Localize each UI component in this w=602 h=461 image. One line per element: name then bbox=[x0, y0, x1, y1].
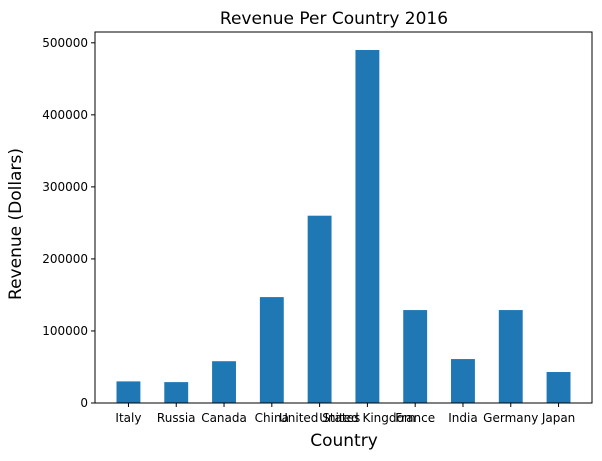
bar-russia bbox=[164, 382, 189, 403]
bar-germany bbox=[498, 310, 523, 403]
bar-canada bbox=[212, 361, 236, 403]
x-tick-label: Canada bbox=[201, 411, 247, 425]
bar-france bbox=[403, 310, 428, 403]
bar-united-kingdom bbox=[355, 50, 380, 403]
plot-area-frame bbox=[94, 31, 593, 404]
x-tick-label: Russia bbox=[157, 411, 196, 425]
x-tick-label: India bbox=[448, 411, 477, 425]
y-tick-label: 100000 bbox=[42, 324, 88, 338]
bars-group bbox=[116, 50, 571, 403]
y-tick-label: 0 bbox=[80, 396, 88, 410]
bar-japan bbox=[546, 372, 571, 403]
bar-china bbox=[259, 297, 284, 403]
x-tick-label: United Kingdom bbox=[319, 411, 415, 425]
y-tick-label: 300000 bbox=[42, 180, 88, 194]
bar-india bbox=[451, 359, 475, 403]
y-tick-label: 400000 bbox=[42, 108, 88, 122]
chart-title: Revenue Per Country 2016 bbox=[220, 9, 448, 29]
x-tick-label: Italy bbox=[115, 411, 141, 425]
x-tick-label: France bbox=[395, 411, 435, 425]
y-tick-label: 200000 bbox=[42, 252, 88, 266]
x-tick-label: Japan bbox=[541, 411, 575, 425]
y-axis-title: Revenue (Dollars) bbox=[6, 148, 26, 300]
y-axis: 0 100000 200000 300000 400000 500000 bbox=[42, 36, 95, 410]
bar-united-states bbox=[307, 215, 332, 403]
y-tick-label: 500000 bbox=[42, 36, 88, 50]
x-tick-label: China bbox=[255, 411, 289, 425]
x-axis-title: Country bbox=[310, 431, 378, 451]
x-tick-label: United States bbox=[279, 411, 360, 425]
x-tick-label: Germany bbox=[483, 411, 538, 425]
bar-italy bbox=[116, 381, 141, 403]
